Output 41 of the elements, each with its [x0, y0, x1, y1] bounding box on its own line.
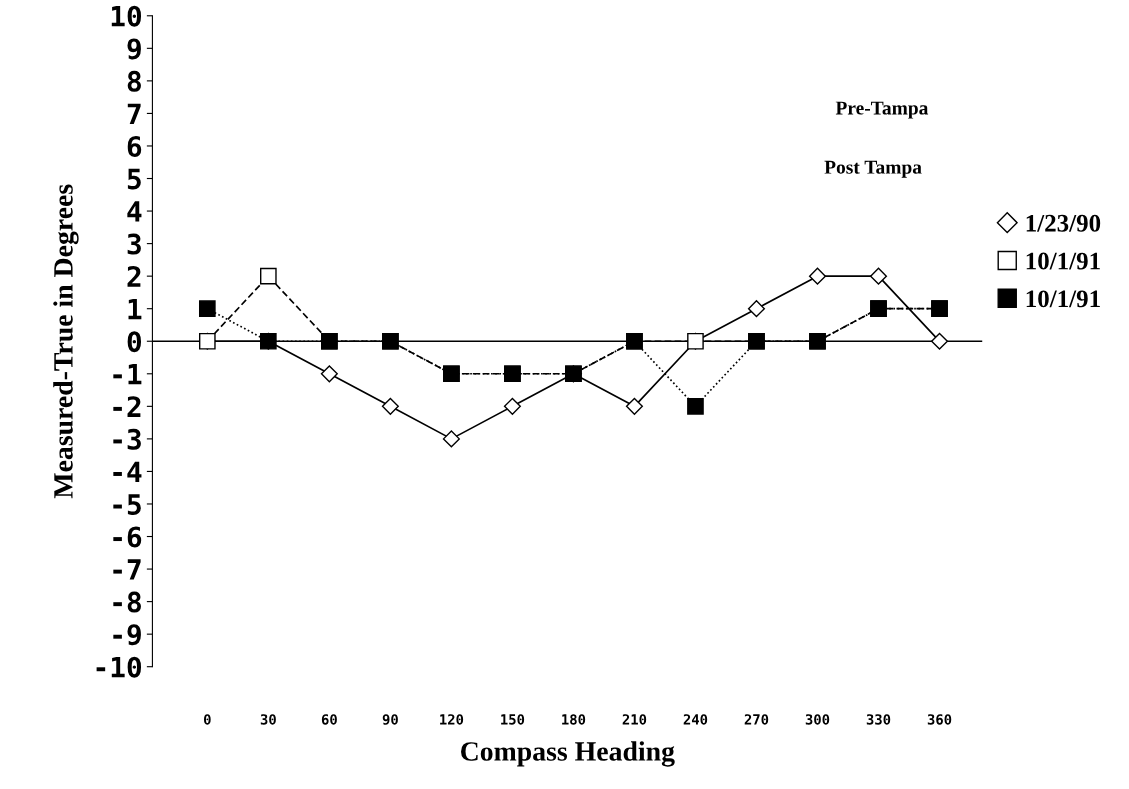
x-axis-title: Compass Heading	[461, 741, 675, 767]
y-tick-label: 5	[127, 168, 141, 190]
legend-label: 1/23/90	[1026, 214, 1101, 232]
y-tick-label: 9	[127, 38, 141, 60]
y-tick-label: 8	[127, 70, 141, 92]
x-tick-label: 180	[562, 714, 586, 725]
x-tick-label: 60	[321, 714, 337, 725]
y-tick-label: 1	[128, 299, 142, 320]
x-tick-label: 210	[622, 714, 647, 725]
y-tick-label: -3	[113, 428, 141, 450]
x-tick-label: 330	[866, 714, 891, 725]
legend-label: 10/1/91	[1026, 252, 1100, 270]
y-tick-label: -2	[113, 396, 141, 417]
x-tick-label: 0	[203, 714, 211, 725]
y-tick-label: 6	[127, 135, 142, 157]
y-tick-label: -9	[113, 624, 141, 646]
x-tick-label: 120	[440, 714, 464, 725]
x-tick-label: 150	[501, 714, 525, 725]
y-tick-label: 7	[127, 103, 141, 124]
y-tick-label: -7	[113, 559, 141, 580]
y-tick-label: 2	[127, 266, 141, 287]
legend-label: 10/1/91	[1026, 290, 1100, 308]
y-tick-label: -10	[96, 656, 142, 678]
x-tick-label: 240	[683, 714, 708, 725]
x-tick-label: 30	[260, 714, 276, 725]
annotation: Post Tampa	[824, 160, 922, 178]
y-tick-label: -5	[113, 494, 141, 515]
y-tick-label: 4	[127, 201, 142, 222]
y-tick-label: -6	[113, 526, 142, 548]
x-tick-label: 300	[805, 714, 830, 725]
y-tick-label: 10	[111, 5, 142, 27]
y-tick-label: 0	[127, 331, 142, 353]
x-tick-label: 270	[744, 714, 769, 725]
y-tick-label: -8	[113, 591, 141, 613]
annotation: Pre-Tampa	[835, 101, 929, 119]
y-axis-title: Measured-True in Degrees	[53, 184, 79, 499]
x-tick-label: 360	[927, 714, 952, 725]
x-tick-label: 90	[382, 714, 398, 725]
y-tick-label: -4	[113, 461, 142, 482]
y-tick-label: -1	[113, 364, 142, 385]
y-tick-label: 3	[127, 233, 141, 255]
